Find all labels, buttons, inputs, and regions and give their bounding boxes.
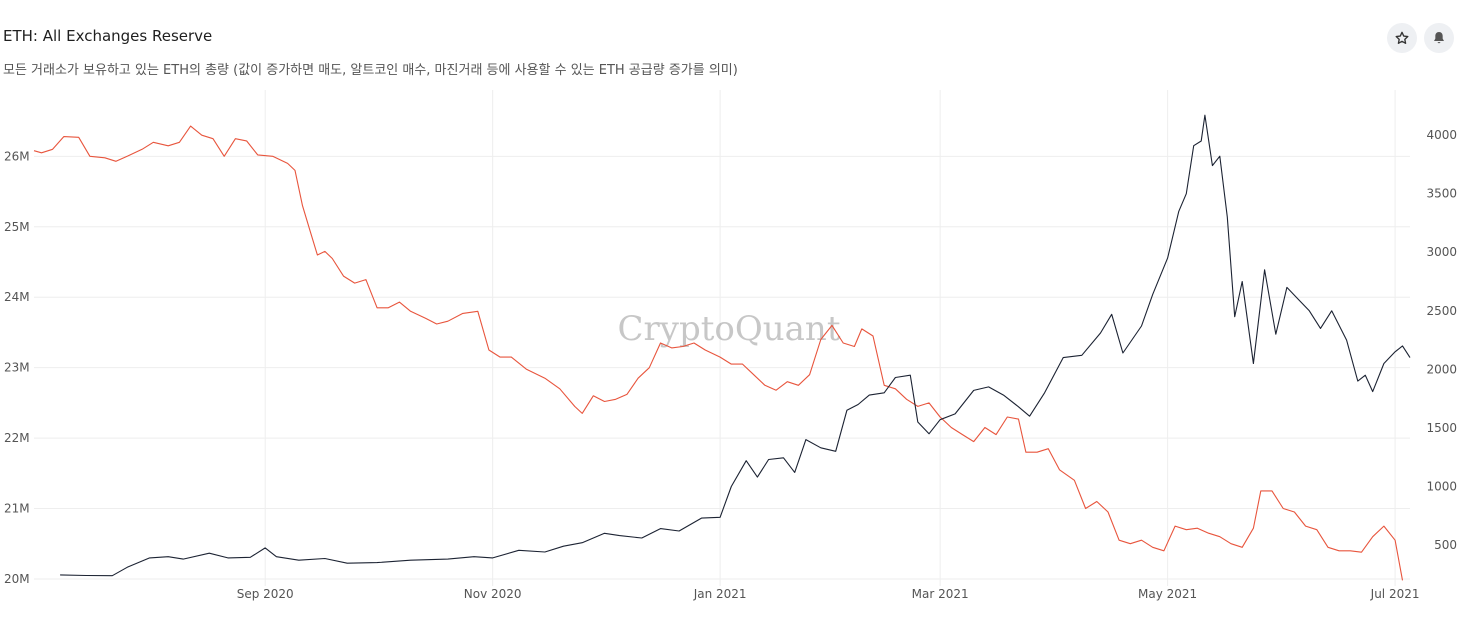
price-series-line	[60, 114, 1411, 577]
reserve-series-line	[33, 125, 1404, 581]
x-tick-label: Sep 2020	[237, 587, 294, 601]
x-tick-label: Jan 2021	[693, 587, 747, 601]
y-right-tick-label: 1500	[1426, 421, 1457, 435]
y-right-tick-label: 2500	[1426, 304, 1457, 318]
x-tick-label: Mar 2021	[912, 587, 969, 601]
page-subtitle: 모든 거래소가 보유하고 있는 ETH의 총량 (값이 증가하면 매도, 알트코…	[3, 63, 738, 78]
chart-header: ETH: All Exchanges Reserve 모든 거래소가 보유하고 …	[0, 0, 1477, 90]
y-right-tick-label: 500	[1434, 538, 1457, 552]
watermark: CryptoQuant	[618, 309, 841, 349]
bell-icon	[1434, 32, 1444, 44]
y-right-tick-label: 1000	[1426, 479, 1457, 493]
y-right-tick-label: 4000	[1426, 128, 1457, 142]
y-right-tick-label: 3500	[1426, 187, 1457, 201]
y-left-tick-label: 24M	[4, 290, 30, 304]
y-left-tick-label: 25M	[4, 220, 30, 234]
x-tick-label: May 2021	[1138, 587, 1197, 601]
y-left-tick-label: 23M	[4, 361, 30, 375]
x-tick-label: Nov 2020	[464, 587, 522, 601]
y-left-tick-label: 22M	[4, 431, 30, 445]
y-right-tick-label: 2000	[1426, 362, 1457, 376]
series-layer	[33, 114, 1411, 581]
y-left-tick-label: 20M	[4, 572, 30, 586]
favorite-button[interactable]	[1387, 23, 1417, 53]
axis-labels: 20M 21M 22M 23M 24M 25M 26M 500 1000 1500 2000 2500…	[4, 128, 1457, 601]
star-icon	[1395, 31, 1409, 44]
y-right-tick-label: 3000	[1426, 245, 1457, 259]
x-tick-label: Jul 2021	[1370, 587, 1420, 601]
y-left-tick-label: 26M	[4, 149, 30, 163]
alert-button[interactable]	[1424, 23, 1454, 53]
page-title: ETH: All Exchanges Reserve	[3, 27, 213, 45]
reserve-price-chart: CryptoQuant 20M 21M 22M 23M 24M 25M 26M 500 1000…	[4, 90, 1457, 601]
grid-lines	[34, 90, 1410, 586]
y-left-tick-label: 21M	[4, 502, 30, 516]
